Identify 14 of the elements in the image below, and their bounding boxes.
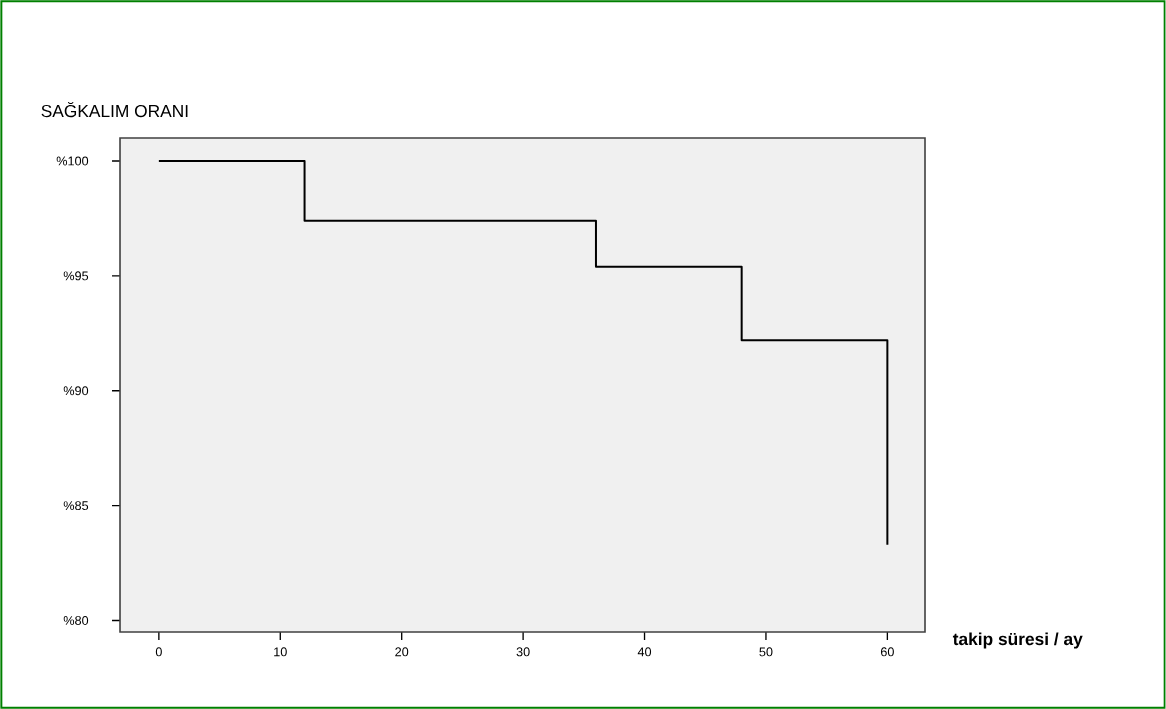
y-tick-label: %100: [56, 156, 89, 166]
y-tick-label: %85: [63, 501, 89, 511]
x-tick-label: 50: [759, 647, 773, 657]
x-axis-title: takip süresi / ay: [952, 632, 1083, 649]
x-tick-label: 60: [880, 647, 894, 657]
x-tick-label: 20: [395, 647, 409, 657]
x-tick-label: 10: [274, 647, 287, 657]
x-tick-label: 30: [516, 647, 530, 657]
y-tick-label: %95: [63, 271, 89, 281]
y-tick-label: %80: [63, 616, 89, 625]
x-tick-label: 0: [155, 647, 162, 657]
x-tick-label: 40: [637, 647, 652, 657]
y-axis-title: SAĞKALIM ORANI: [41, 101, 188, 118]
y-tick-label: %90: [63, 386, 89, 396]
